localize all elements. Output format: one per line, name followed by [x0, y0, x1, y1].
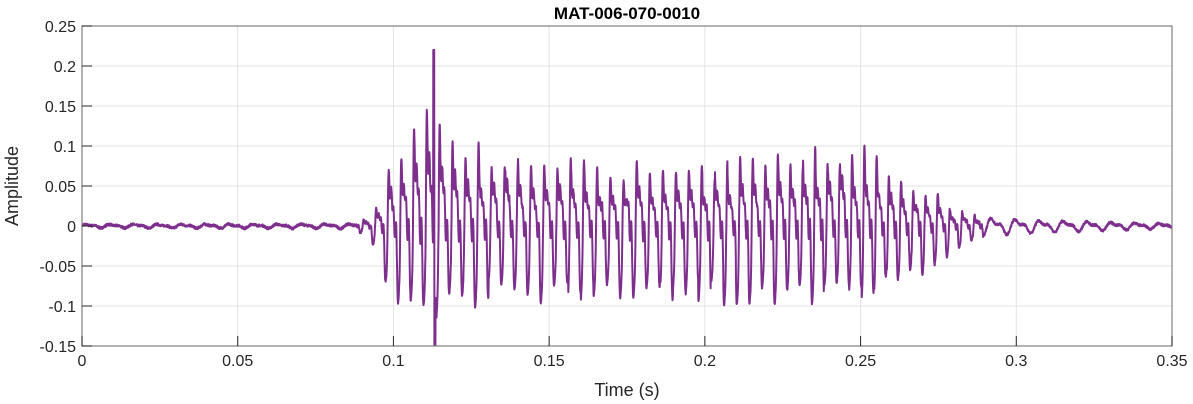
- series-waveform-line: [82, 49, 1172, 346]
- x-tick-label: 0.15: [534, 353, 565, 370]
- x-tick-label: 0: [78, 353, 87, 370]
- ticks: 0 0.05 0.1 0.15 0.2 0.25 0.3 0.35 -0.15 -0.1 -0.05…: [40, 19, 1188, 370]
- x-tick-label: 0.1: [382, 353, 404, 370]
- x-tick-label: 0.35: [1156, 353, 1187, 370]
- y-tick-label: -0.15: [40, 339, 77, 356]
- y-tick-label: 0.25: [45, 19, 76, 36]
- y-tick-label: 0.15: [45, 99, 76, 116]
- y-tick-label: 0: [67, 219, 76, 236]
- x-tick-label: 0.2: [694, 353, 716, 370]
- x-tick-label: 0.05: [222, 353, 253, 370]
- y-tick-label: -0.1: [48, 299, 76, 316]
- y-axis-label: Amplitude: [2, 146, 22, 226]
- x-tick-label: 0.25: [845, 353, 876, 370]
- chart-title: MAT-006-070-0010: [554, 4, 700, 23]
- y-tick-label: 0.05: [45, 179, 76, 196]
- x-tick-label: 0.3: [1005, 353, 1027, 370]
- x-axis-label: Time (s): [594, 380, 659, 400]
- y-tick-label: -0.05: [40, 259, 77, 276]
- y-tick-label: 0.2: [54, 59, 76, 76]
- y-tick-label: 0.1: [54, 139, 76, 156]
